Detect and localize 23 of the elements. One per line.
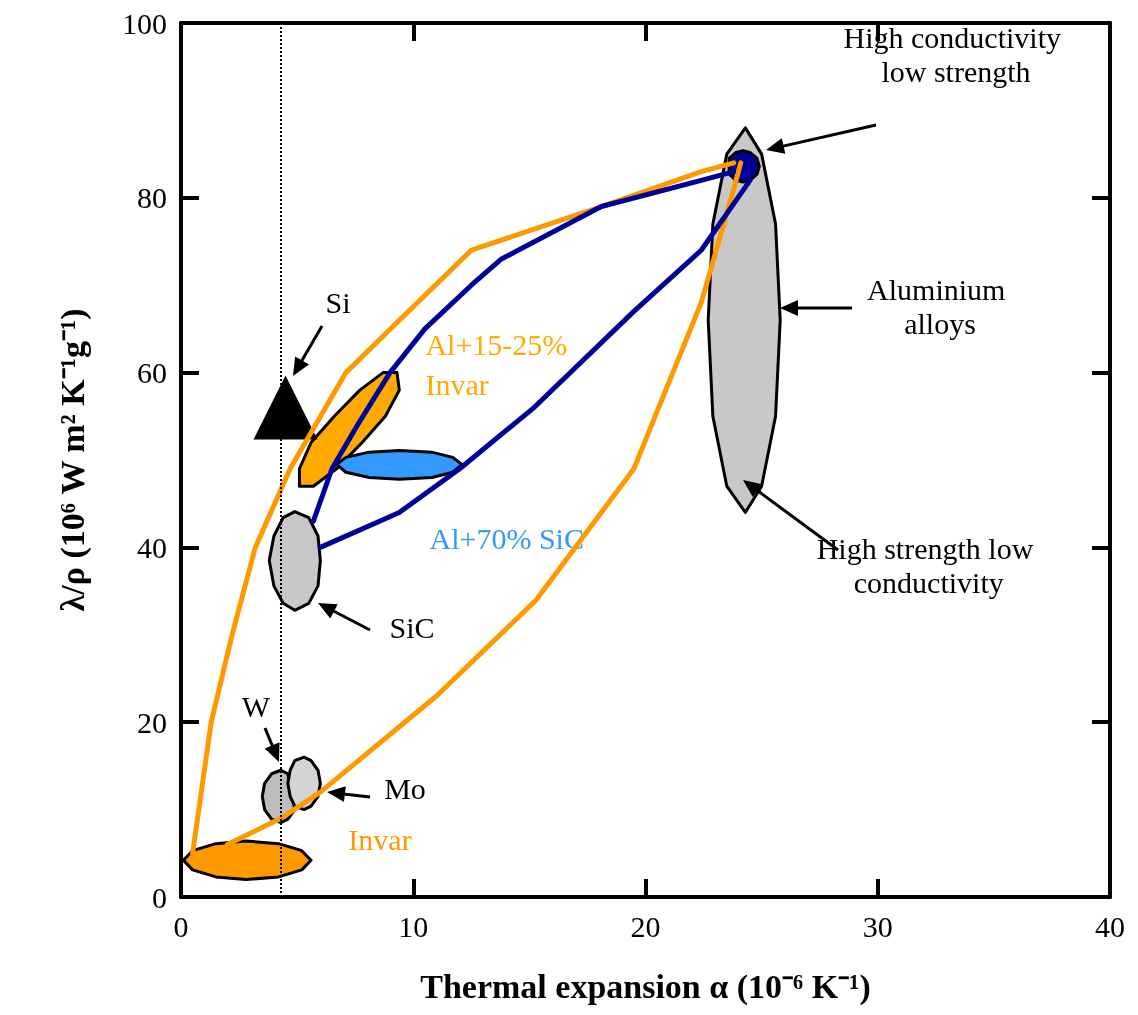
y-tick-label: 40 <box>137 530 167 564</box>
annotation: SiC <box>389 610 435 644</box>
x-tick-label: 0 <box>173 909 189 943</box>
x-tick-label: 30 <box>862 909 893 943</box>
series-label: Al+15-25% Invar <box>425 327 575 401</box>
y-tick-label: 0 <box>152 880 167 914</box>
y-tick-label: 80 <box>137 181 167 215</box>
x-tick-label: 40 <box>1095 909 1125 943</box>
y-tick-label: 100 <box>122 6 167 40</box>
annotation: High strength low conductivity <box>816 531 1034 599</box>
x-axis-title: Thermal expansion α (10⁻⁶ K⁻¹) <box>420 967 871 1006</box>
annotation: W <box>241 689 271 723</box>
annotation: High conductivity low strength <box>843 20 1069 88</box>
annotation: Si <box>325 285 351 319</box>
y-tick-label: 20 <box>137 705 167 739</box>
legend-label: Invar <box>348 822 412 856</box>
y-tick-label: 60 <box>137 356 167 390</box>
annotation: Mo <box>384 771 426 805</box>
x-tick-label: 20 <box>630 909 661 943</box>
series-label: Al+70% SiC <box>429 522 584 556</box>
x-tick-label: 10 <box>398 909 429 943</box>
annotation: Aluminium alloys <box>867 272 1013 340</box>
y-axis-title: λ/ρ (10⁶ W m² K⁻¹g⁻¹) <box>53 308 92 612</box>
